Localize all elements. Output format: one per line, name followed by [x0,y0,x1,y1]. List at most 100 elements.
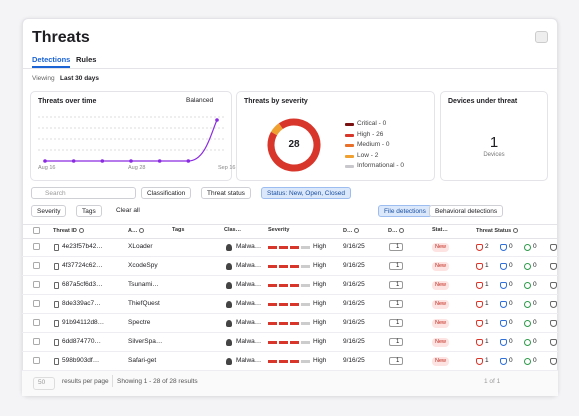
status-count: 1 [485,357,489,364]
column-header[interactable]: Threat ID [53,228,84,234]
severity-bar [268,360,277,363]
search-placeholder: Search [45,190,66,197]
filter-button[interactable]: Severity [31,205,67,217]
threat-name: XLoader [128,243,153,250]
device-icon [389,281,403,289]
status-pill: New [432,281,450,290]
severity-bar [279,360,288,363]
settings-button[interactable] [535,31,548,43]
column-header[interactable]: D… [388,228,405,234]
tab[interactable]: Rules [76,55,97,64]
footer-divider [112,375,113,387]
x-axis-label: Aug 16 [38,165,56,171]
toggle-button[interactable]: Behavioral detections [429,205,504,217]
checkbox[interactable] [33,300,40,307]
severity-bar [279,341,288,344]
device-icon [389,300,403,308]
status-count: 1 [485,281,489,288]
severity-bar [301,322,310,325]
chart-guides [38,116,224,151]
severity-label: High [313,262,327,269]
column-header[interactable]: Threat Status [476,228,519,234]
status-count: 0 [509,300,513,307]
viewing-select[interactable]: Last 30 days [60,75,100,82]
devices-label: Devices [483,152,505,158]
checkbox[interactable] [33,227,40,234]
filter-button[interactable]: Status: New, Open, Closed [261,187,352,199]
status-icon [476,319,483,327]
status-icon [524,281,531,289]
page-indicator[interactable]: 1 of 1 [484,378,501,385]
checkbox[interactable] [33,338,40,345]
column-header[interactable]: D… [343,228,360,234]
threat-name: Tsunami… [128,281,159,288]
threat-id: 687a5cf6d3… [62,281,103,288]
status-count: 0 [509,357,513,364]
file-icon [54,357,59,365]
trend-point [129,159,133,163]
column-header[interactable]: Severity [268,227,289,234]
severity-label: High [313,357,327,364]
filter-button[interactable]: Classification [141,187,192,199]
legend-swatch [345,133,354,137]
row-line [22,294,558,295]
threat-id: 598b903df… [62,357,100,364]
severity-bar [290,303,299,306]
per-page-label: results per page [62,378,109,385]
checkbox[interactable] [33,319,40,326]
mode-select[interactable]: Balanced [186,97,214,104]
divider [22,68,558,69]
column-header[interactable]: Tags [172,227,184,234]
toggle-button[interactable]: File detections [378,205,432,217]
trend-point [157,159,162,163]
viewing-label: Viewing [32,75,55,82]
info-icon [354,228,360,233]
row-line [22,370,558,371]
header-line [22,238,558,239]
column-label: Clas… [224,227,242,233]
severity-bar [301,341,310,344]
class-icon [226,338,232,346]
more-icon [550,243,557,251]
file-icon [54,243,59,251]
status-count: 0 [509,319,513,326]
checkbox[interactable] [33,281,40,288]
threat-id: 91b94112d8… [62,319,105,326]
search-box[interactable]: Search [31,187,136,199]
per-page-select[interactable]: 50 [33,377,55,390]
filter-button[interactable]: Threat status [201,187,251,199]
status-icon [476,262,483,270]
status-count: 2 [485,243,489,250]
legend-swatch [345,144,354,147]
column-header[interactable]: Stat… [432,227,448,234]
status-count: 0 [533,300,537,307]
tab[interactable]: Detections [32,55,71,64]
date: 9/16/25 [343,319,365,326]
device-count: 1 [396,339,400,345]
clear-button[interactable]: Clear all [116,207,140,214]
trend-line [45,119,218,162]
severity-bar [279,246,288,249]
threat-name: Spectre [128,319,151,326]
status-count: 1 [485,300,489,307]
threat-name: Safari-get [128,357,157,364]
info-icon [78,228,84,233]
file-icon [54,319,59,327]
classification: Malwa… [236,319,262,326]
file-icon [54,300,59,308]
threat-id: 8de339ac7… [62,300,101,307]
checkbox[interactable] [33,357,40,364]
status-icon [524,338,531,346]
date: 9/16/25 [343,357,365,364]
classification: Malwa… [236,357,262,364]
filter-button[interactable]: Tags [76,205,102,217]
row-line [22,351,558,352]
trend-point [43,159,47,163]
classification: Malwa… [236,243,262,250]
column-header[interactable]: A… [128,228,145,234]
column-header[interactable]: Clas… [224,227,242,234]
status-count: 0 [533,262,537,269]
checkbox[interactable] [33,243,40,250]
checkbox[interactable] [33,262,40,269]
more-icon [550,300,557,308]
